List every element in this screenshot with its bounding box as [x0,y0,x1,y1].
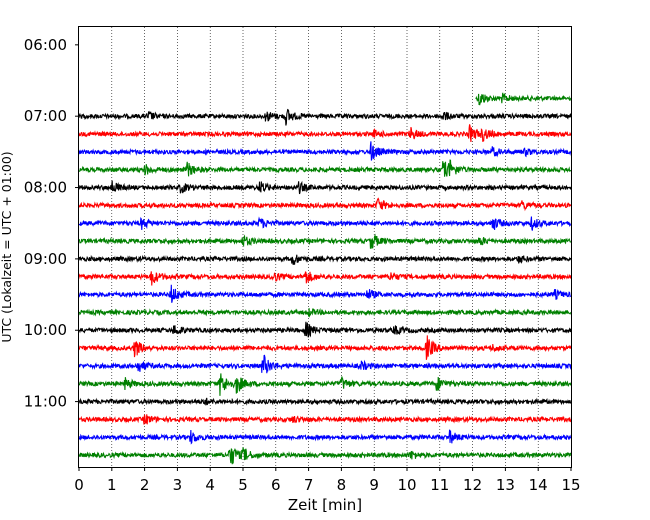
y-tick-label: 11:00 [24,393,67,411]
x-tick-label: 13 [496,476,515,494]
seismic-trace [78,233,572,249]
y-axis-label: UTC (Lokalzeit = UTC + 01:00) [0,151,14,342]
seismic-trace [475,92,572,106]
x-grid [111,27,539,467]
x-axis-label: Zeit [min] [288,496,362,514]
y-tick-label: 07:00 [24,107,67,125]
seismic-trace [78,354,572,374]
x-tick-label: 9 [369,476,379,494]
seismic-trace [78,271,572,286]
seismic-trace [78,159,572,177]
x-tick-label: 4 [205,476,215,494]
seismic-trace [78,414,572,425]
x-tick-label: 15 [561,476,580,494]
x-tick-label: 2 [140,476,150,494]
x-tick-label: 12 [463,476,482,494]
y-axis-ticks: 06:00 07:00 08:00 09:00 10:00 11:00 [24,36,79,411]
seismic-trace [78,180,572,195]
seismic-trace [78,108,572,126]
seismic-trace [78,141,572,161]
x-tick-label: 10 [397,476,416,494]
x-tick-label: 3 [173,476,183,494]
seismic-trace [78,307,572,318]
y-tick-label: 08:00 [24,179,67,197]
seismic-trace [78,335,572,360]
seismic-trace [78,254,572,265]
x-tick-label: 1 [107,476,117,494]
seismic-trace [78,321,572,338]
x-tick-label: 5 [238,476,248,494]
x-tick-label: 7 [304,476,314,494]
x-tick-label: 0 [74,476,84,494]
seismic-trace [78,216,572,231]
y-tick-label: 06:00 [24,36,67,54]
x-axis-ticks: 0 1 2 3 4 5 6 7 8 9 10 11 12 13 14 15 [74,467,581,494]
seismic-trace [78,447,572,465]
seismic-trace [78,124,572,142]
seismic-trace [78,397,572,406]
y-tick-label: 10:00 [24,321,67,339]
y-tick-label: 09:00 [24,250,67,268]
seismic-trace [78,284,572,303]
x-tick-label: 14 [529,476,548,494]
plot-frame [78,26,572,468]
x-tick-label: 11 [430,476,449,494]
trace-group [78,92,572,465]
x-tick-label: 6 [271,476,281,494]
seismic-trace [78,429,572,445]
seismic-trace [78,373,572,396]
x-tick-label: 8 [337,476,347,494]
seismic-trace [78,197,572,212]
